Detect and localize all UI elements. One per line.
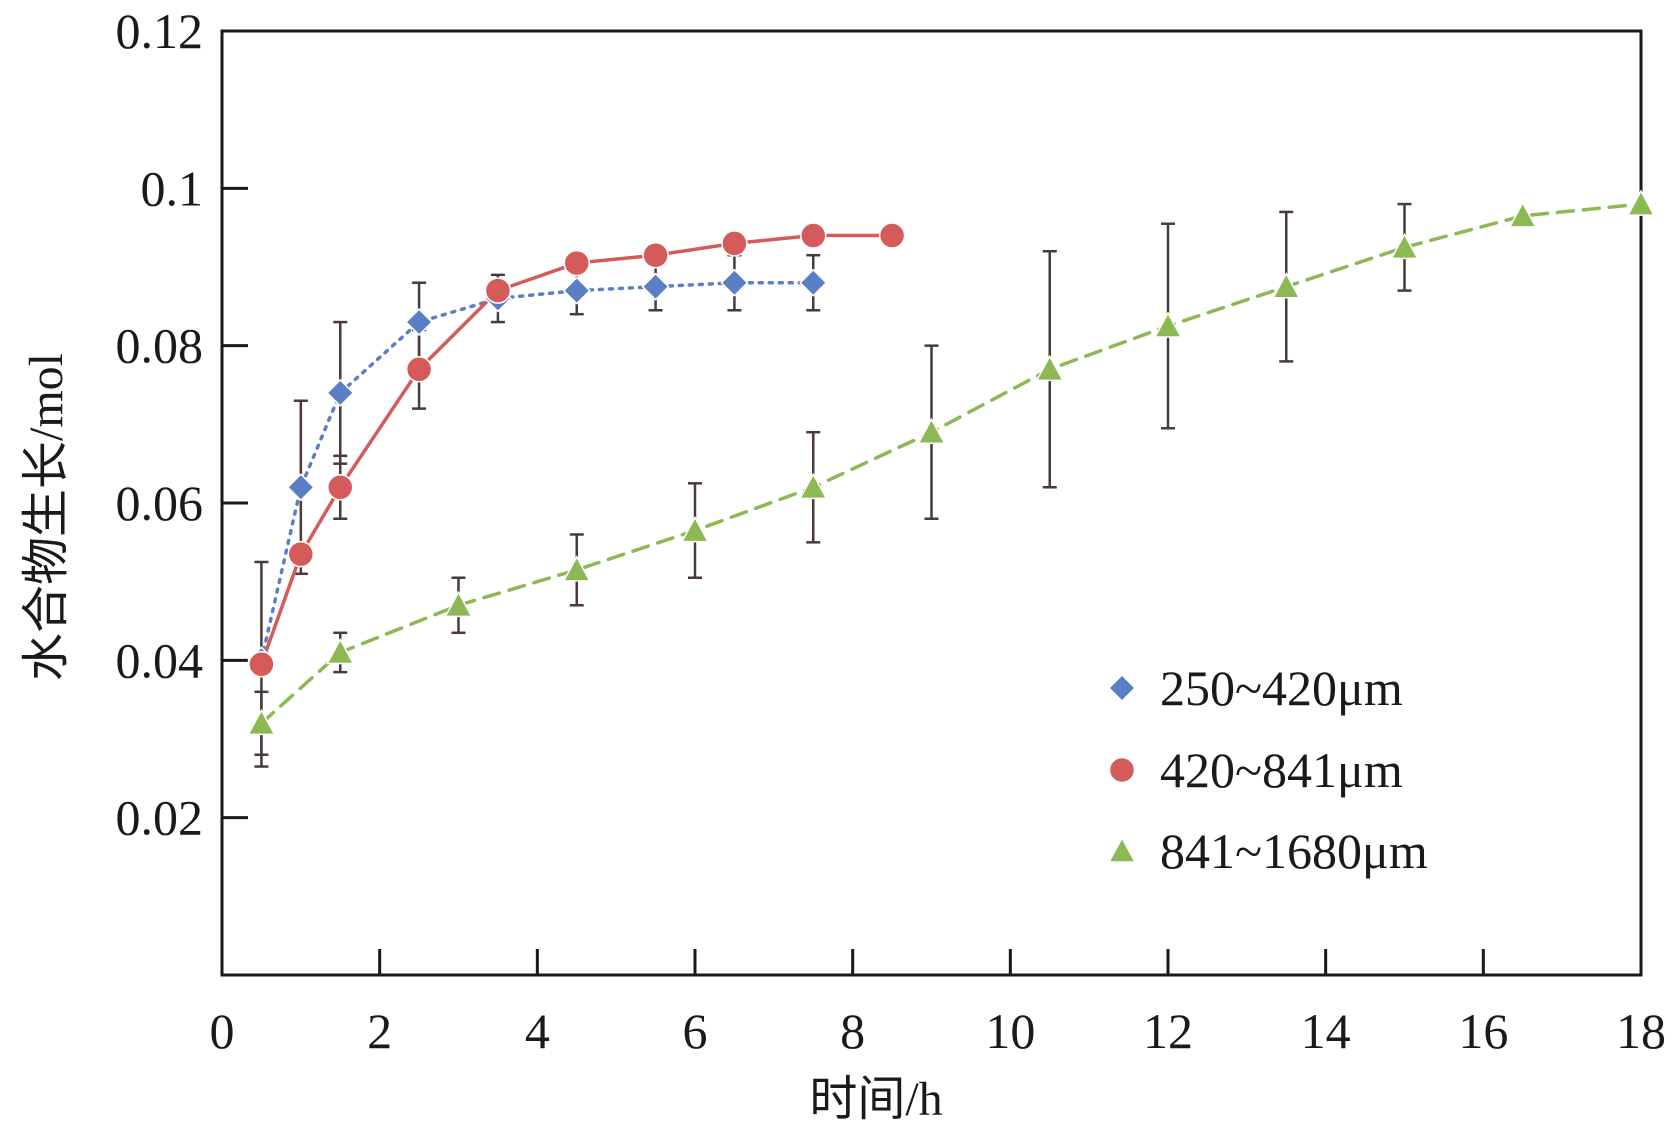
data-point <box>562 555 592 582</box>
legend-label: 420~841μm <box>1160 742 1403 798</box>
y-axis-title: 水合物生长/mol <box>20 353 73 681</box>
legend-marker <box>1107 836 1137 863</box>
x-tick-label: 8 <box>840 1003 865 1059</box>
data-point <box>287 540 315 568</box>
data-point <box>917 417 946 444</box>
x-axis-title: 时间/h <box>809 1073 942 1126</box>
data-point <box>1035 354 1065 382</box>
data-point <box>484 277 512 304</box>
data-point <box>720 268 749 297</box>
x-tick-label: 0 <box>210 1003 235 1059</box>
x-tick-label: 4 <box>525 1003 550 1059</box>
data-point <box>680 515 710 543</box>
series-line-1 <box>259 280 815 663</box>
data-point <box>326 378 355 407</box>
x-tick-label: 12 <box>1143 1003 1193 1059</box>
data-point <box>563 249 590 277</box>
legend-marker <box>1108 756 1136 784</box>
data-point <box>1390 232 1419 260</box>
y-tick-label: 0.04 <box>116 632 204 688</box>
y-tick-label: 0.06 <box>116 475 204 531</box>
legend: 250~420μm 420~841μm 841~1680μm <box>1107 660 1428 879</box>
series-lines <box>259 202 1643 726</box>
x-tick-label: 14 <box>1301 1003 1351 1059</box>
series-line-3 <box>259 202 1643 726</box>
x-tick-label: 2 <box>367 1003 392 1059</box>
data-point <box>444 590 473 618</box>
data-point <box>878 222 906 249</box>
data-point <box>642 241 669 269</box>
data-point <box>1508 201 1538 228</box>
axes: 0 2 4 6 8 10 12 14 16 18 0.02 0.04 0.06 0.08 0.1 0.12 <box>116 3 1667 1059</box>
y-tick-label: 0.08 <box>116 318 204 374</box>
data-point <box>1153 311 1183 338</box>
legend-label: 841~1680μm <box>1160 823 1428 879</box>
data-point <box>325 637 355 665</box>
data-point <box>286 473 315 502</box>
series-line-2 <box>259 233 894 667</box>
data-point <box>800 222 827 249</box>
series-markers <box>247 189 1656 736</box>
data-point <box>721 230 748 257</box>
x-tick-label: 16 <box>1458 1003 1508 1059</box>
x-tick-label: 10 <box>985 1003 1035 1059</box>
data-point <box>799 268 828 297</box>
data-point <box>247 708 276 736</box>
x-tick-label: 6 <box>683 1003 708 1059</box>
data-point <box>327 474 354 501</box>
data-point <box>562 276 591 305</box>
data-point <box>248 651 275 678</box>
x-tick-label: 18 <box>1616 1003 1666 1059</box>
data-point <box>641 272 670 301</box>
y-tick-label: 0.02 <box>116 790 204 846</box>
y-tick-label: 0.1 <box>141 160 204 216</box>
data-point <box>405 308 434 337</box>
legend-label: 250~420μm <box>1160 660 1403 716</box>
data-point <box>1271 272 1301 299</box>
legend-marker <box>1107 673 1137 703</box>
y-tick-label: 0.12 <box>116 3 204 59</box>
data-point <box>1626 189 1656 216</box>
data-point <box>798 472 828 500</box>
data-point <box>405 356 433 383</box>
